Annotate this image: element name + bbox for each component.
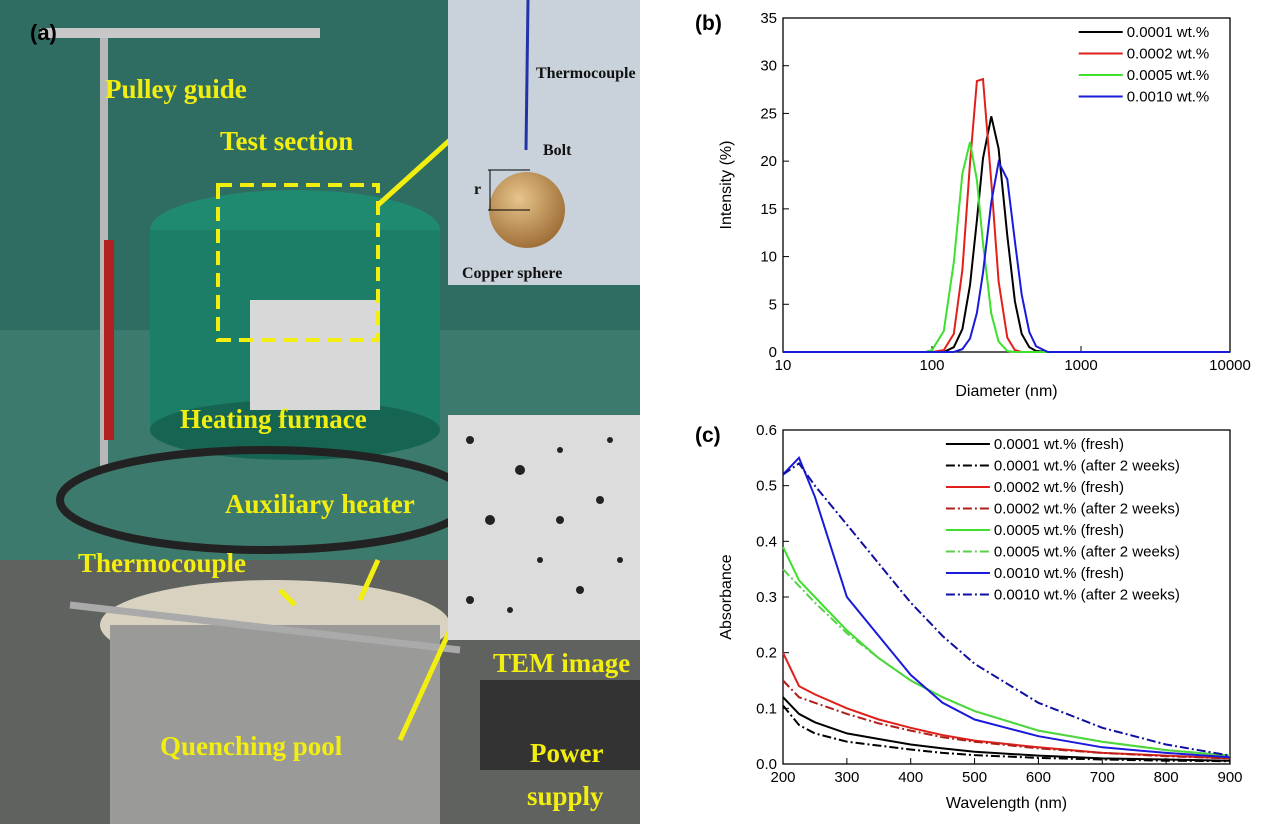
y-tick-label: 0.0 (756, 756, 777, 773)
legend-label: 0.0002 wt.% (1127, 46, 1210, 63)
photo-label: Quenching pool (160, 731, 343, 761)
x-axis-title: Wavelength (nm) (946, 795, 1067, 812)
x-tick-label: 900 (1217, 769, 1242, 786)
legend-label: 0.0010 wt.% (1127, 89, 1210, 106)
legend-label: 0.0002 wt.% (fresh) (994, 479, 1124, 496)
y-tick-label: 15 (760, 201, 777, 218)
legend-label: 0.0005 wt.% (1127, 67, 1210, 84)
y-tick-label: 0.1 (756, 700, 777, 717)
x-tick-label: 400 (898, 769, 923, 786)
inset-label: Copper sphere (462, 265, 562, 282)
y-tick-label: 0.6 (756, 422, 777, 439)
legend-label: 0.0001 wt.% (fresh) (994, 436, 1124, 453)
legend-label: 0.0005 wt.% (after 2 weeks) (994, 544, 1180, 561)
legend-label: 0.0002 wt.% (after 2 weeks) (994, 501, 1180, 518)
series-line (783, 681, 1230, 759)
photo-label: Heating furnace (180, 404, 367, 434)
y-axis-title: Intensity (%) (718, 141, 735, 230)
series-line (783, 142, 1230, 352)
y-tick-label: 30 (760, 58, 777, 75)
y-tick-label: 10 (760, 249, 777, 266)
y-axis-title: Absorbance (718, 554, 735, 639)
x-tick-label: 500 (962, 769, 987, 786)
series-line (783, 79, 1230, 352)
x-axis-title: Diameter (nm) (955, 383, 1057, 400)
y-tick-label: 0 (769, 344, 777, 361)
inset-label: Thermocouple (536, 65, 636, 82)
series-line (783, 653, 1230, 759)
y-tick-label: 20 (760, 153, 777, 170)
series-line (783, 697, 1230, 761)
x-tick-label: 600 (1026, 769, 1051, 786)
figure: (a) Pulley guide Test section Heating fu… (0, 0, 1268, 824)
x-tick-label: 100 (919, 357, 944, 374)
y-tick-label: 0.2 (756, 645, 777, 662)
x-tick-label: 10000 (1209, 357, 1251, 374)
legend-label: 0.0010 wt.% (after 2 weeks) (994, 587, 1180, 604)
y-tick-label: 0.4 (756, 533, 777, 550)
x-tick-label: 300 (834, 769, 859, 786)
photo-label: supply (527, 781, 604, 811)
series-line (783, 116, 1230, 352)
photo-label: Pulley guide (105, 74, 247, 104)
x-tick-label: 1000 (1064, 357, 1097, 374)
photo-label: Auxiliary heater (225, 489, 415, 519)
photo: (a) Pulley guide Test section Heating fu… (0, 0, 640, 824)
panel-label: (c) (695, 424, 721, 447)
x-tick-label: 700 (1090, 769, 1115, 786)
photo-label: Test section (220, 126, 353, 156)
x-tick-label: 10 (775, 357, 792, 374)
legend-label: 0.0010 wt.% (fresh) (994, 565, 1124, 582)
photo-label: TEM image (493, 648, 630, 678)
y-tick-label: 0.3 (756, 589, 777, 606)
legend-label: 0.0005 wt.% (fresh) (994, 522, 1124, 539)
inset-label: r (474, 181, 481, 198)
y-tick-label: 25 (760, 105, 777, 122)
inset-label: Bolt (543, 142, 572, 159)
panel-label: (b) (695, 12, 722, 35)
photo-label: Power (530, 738, 603, 768)
y-tick-label: 0.5 (756, 478, 777, 495)
panel-label: (a) (30, 20, 57, 45)
photo-label: Thermocouple (78, 548, 246, 578)
legend-label: 0.0001 wt.% (1127, 24, 1210, 41)
x-tick-label: 800 (1154, 769, 1179, 786)
legend-label: 0.0001 wt.% (after 2 weeks) (994, 458, 1180, 475)
y-tick-label: 35 (760, 10, 777, 27)
series-line (783, 162, 1230, 352)
y-tick-label: 5 (769, 296, 777, 313)
